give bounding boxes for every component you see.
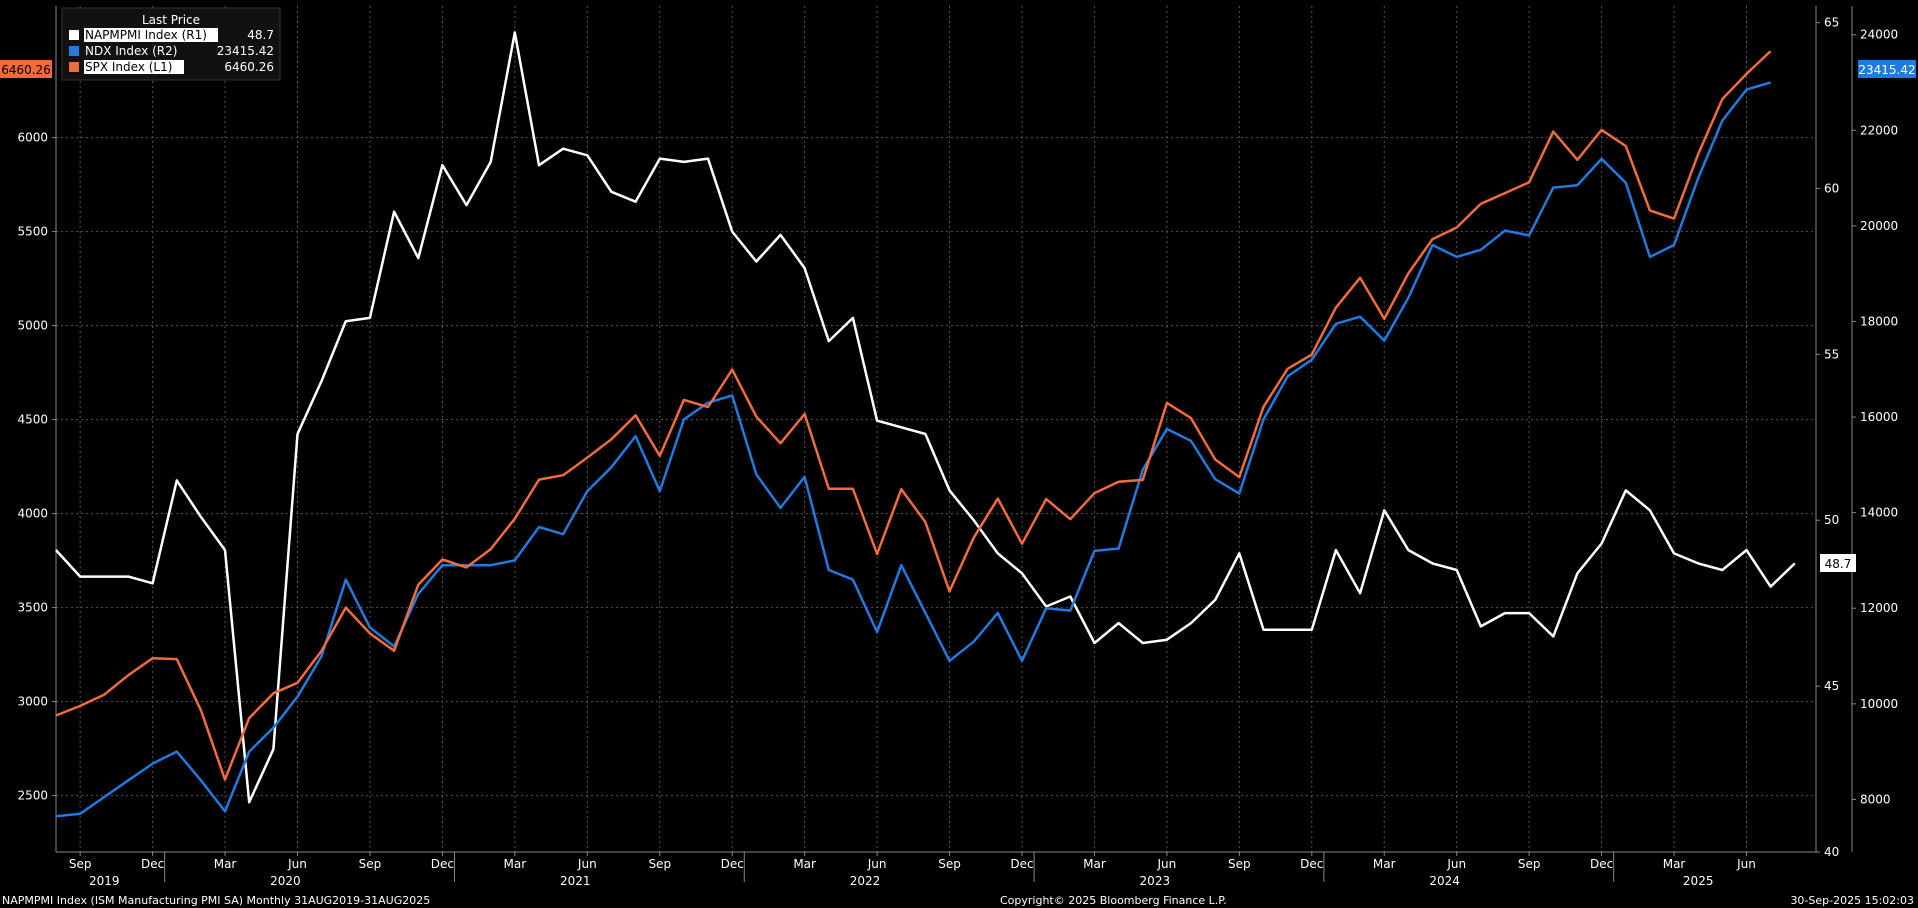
x-year-label: 2025 <box>1683 874 1714 888</box>
series-lines <box>55 31 1796 818</box>
left-tick-label: 3000 <box>17 695 48 709</box>
x-month-label: Jun <box>1157 857 1177 871</box>
price-tag-ndx-text: 23415.42 <box>1858 63 1915 77</box>
left-axis-ticks: 2500 3000 3500 4000 4500 5000 5500 6000 <box>17 131 56 803</box>
x-month-label: Mar <box>214 857 237 871</box>
x-month-label: Sep <box>1228 857 1251 871</box>
r2-tick-label: 14000 <box>1860 506 1898 520</box>
legend-title: Last Price <box>142 13 200 27</box>
x-month-label: Sep <box>938 857 961 871</box>
grid-lines <box>56 6 1816 852</box>
x-year-label: 2022 <box>850 874 881 888</box>
axes <box>55 6 1853 853</box>
legend-value-spx: 6460.26 <box>224 60 274 74</box>
r2-tick-label: 24000 <box>1860 28 1898 42</box>
r2-tick-label: 10000 <box>1860 697 1898 711</box>
legend-label-bg-spx <box>84 60 184 74</box>
right-axis-ticks: 40 45 50 55 60 65 8000 10000 12000 14000 16000 1800… <box>1816 16 1898 859</box>
x-month-label: Dec <box>1010 857 1033 871</box>
left-tick-label: 4500 <box>17 413 48 427</box>
r2-tick-label: 8000 <box>1860 792 1891 806</box>
x-month-label: Dec <box>141 857 164 871</box>
x-month-label: Dec <box>1590 857 1613 871</box>
r1-tick-label: 65 <box>1824 16 1839 30</box>
r1-tick-label: 60 <box>1824 181 1839 195</box>
x-year-label: 2023 <box>1140 874 1171 888</box>
r2-tick-label: 16000 <box>1860 410 1898 424</box>
r1-tick-label: 55 <box>1824 347 1839 361</box>
legend-swatch-ndx <box>69 46 79 56</box>
price-tag-spx: 6460.26 <box>0 60 52 78</box>
r2-tick-label: 22000 <box>1860 123 1898 137</box>
x-month-label: Dec <box>1300 857 1323 871</box>
price-tag-pmi-text: 48.7 <box>1825 557 1852 571</box>
legend-swatch-spx <box>69 62 79 72</box>
x-month-label: Jun <box>867 857 887 871</box>
series-line-spx <box>55 50 1772 781</box>
x-month-label: Mar <box>1373 857 1396 871</box>
x-month-label: Mar <box>504 857 527 871</box>
r2-tick-label: 18000 <box>1860 314 1898 328</box>
price-tag-ndx: 23415.42 <box>1858 60 1916 78</box>
x-year-label: 2024 <box>1429 874 1460 888</box>
x-month-label: Jun <box>1736 857 1756 871</box>
legend-value-ndx: 23415.42 <box>217 44 274 58</box>
x-month-label: Jun <box>287 857 307 871</box>
legend-swatch-pmi <box>69 30 79 40</box>
legend-label-bg-pmi <box>84 28 218 42</box>
left-tick-label: 5000 <box>17 319 48 333</box>
left-tick-label: 5500 <box>17 225 48 239</box>
r2-tick-label: 12000 <box>1860 601 1898 615</box>
footer-center: Copyright© 2025 Bloomberg Finance L.P. <box>1000 894 1227 907</box>
series-line-ndx <box>55 81 1771 818</box>
legend-label-spx: SPX Index (L1) <box>85 60 172 74</box>
x-year-label: 2021 <box>560 874 591 888</box>
x-month-label: Mar <box>1663 857 1686 871</box>
left-tick-label: 6000 <box>17 131 48 145</box>
footer-right: 30-Sep-2025 15:02:03 <box>1790 894 1914 907</box>
x-month-label: Sep <box>1518 857 1541 871</box>
legend: Last Price NAPMPMI Index (R1) 48.7 NDX I… <box>61 7 281 81</box>
price-tag-pmi: 48.7 <box>1820 554 1856 572</box>
x-year-label: 2020 <box>270 874 301 888</box>
price-tag-spx-text: 6460.26 <box>1 63 51 77</box>
x-month-label: Jun <box>1446 857 1466 871</box>
x-month-label: Sep <box>359 857 382 871</box>
x-month-label: Sep <box>648 857 671 871</box>
series-line-pmi <box>55 31 1796 804</box>
left-tick-label: 2500 <box>17 789 48 803</box>
x-month-label: Dec <box>431 857 454 871</box>
left-tick-label: 3500 <box>17 601 48 615</box>
x-month-label: Mar <box>793 857 816 871</box>
x-year-label: 2019 <box>89 874 120 888</box>
footer-left: NAPMPMI Index (ISM Manufacturing PMI SA)… <box>2 894 430 907</box>
r1-tick-label: 50 <box>1824 513 1839 527</box>
legend-value-pmi: 48.7 <box>247 28 274 42</box>
left-tick-label: 4000 <box>17 507 48 521</box>
r1-tick-label: 40 <box>1824 845 1839 859</box>
r2-tick-label: 20000 <box>1860 219 1898 233</box>
legend-label-pmi: NAPMPMI Index (R1) <box>85 28 207 42</box>
legend-label-ndx: NDX Index (R2) <box>85 44 177 58</box>
x-month-label: Dec <box>721 857 744 871</box>
x-month-label: Jun <box>577 857 597 871</box>
x-month-label: Mar <box>1083 857 1106 871</box>
r1-tick-label: 45 <box>1824 679 1839 693</box>
x-month-label: Sep <box>69 857 92 871</box>
x-axis-ticks: Sep Dec Mar Jun Sep Dec Mar Jun Sep Dec Mar Jun Sep D… <box>69 852 1756 888</box>
